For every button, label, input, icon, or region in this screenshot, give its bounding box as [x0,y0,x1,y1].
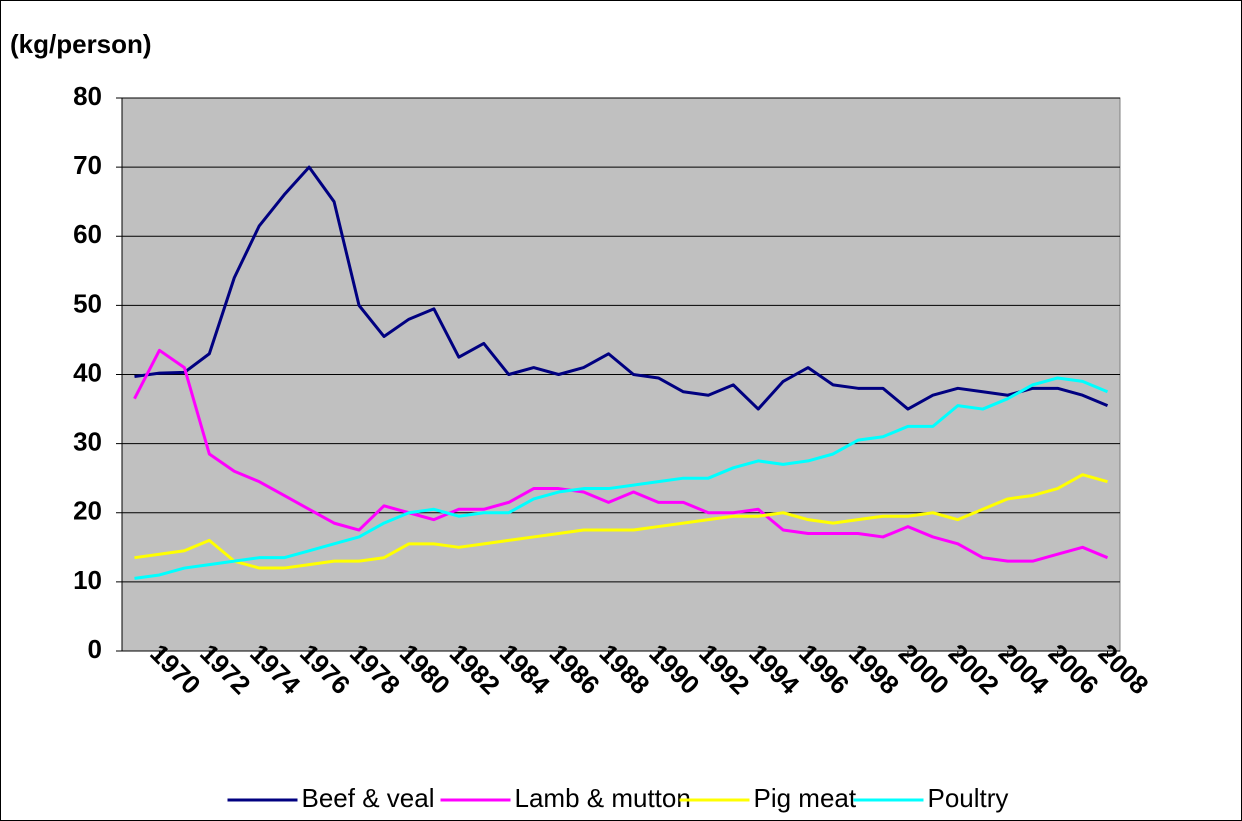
series-line [134,473,1108,570]
y-tick-label: 30 [73,427,102,457]
y-tick-label: 50 [73,288,102,318]
y-tick-label: 0 [88,634,102,664]
legend-label: Lamb & mutton [515,783,691,813]
y-axis-label: (kg/person) [10,29,152,59]
y-tick-label: 20 [73,496,102,526]
y-tick-label: 10 [73,565,102,595]
y-tick-label: 80 [73,81,102,111]
series-line [134,165,1109,411]
y-tick-label: 40 [73,357,102,387]
series-line [133,348,1109,563]
y-tick-label: 60 [73,219,102,249]
legend-label: Pig meat [754,783,857,813]
legend-label: Beef & veal [302,783,435,813]
y-tick-label: 70 [73,150,102,180]
series-line [134,376,1109,580]
legend-label: Poultry [928,783,1009,813]
